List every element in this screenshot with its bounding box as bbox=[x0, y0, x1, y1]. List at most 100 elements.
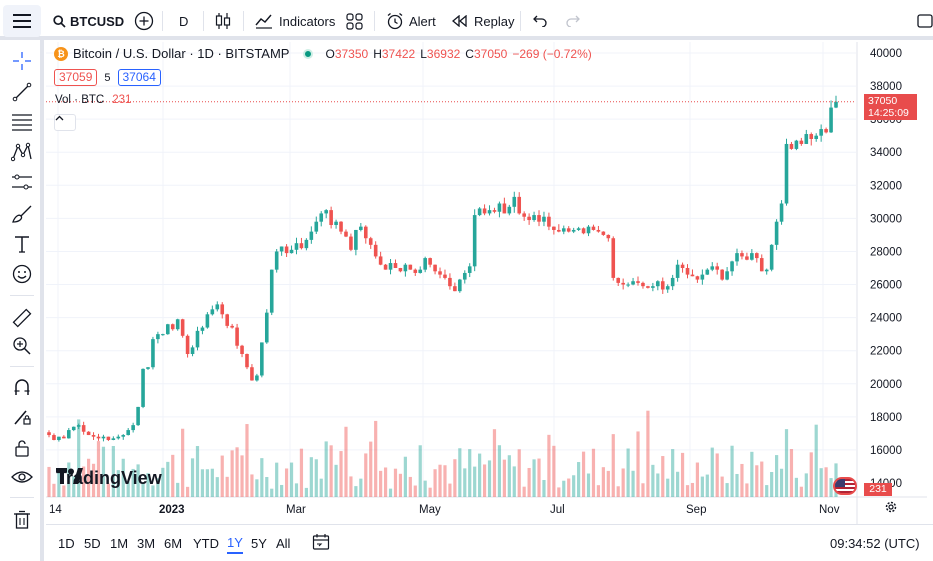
range-3m[interactable]: 3M bbox=[137, 535, 156, 551]
volume-bar bbox=[621, 468, 625, 497]
candle-body bbox=[532, 215, 536, 221]
candle-body bbox=[279, 246, 284, 252]
range-5d[interactable]: 5D bbox=[84, 535, 101, 551]
symbol-title[interactable]: Bitcoin / U.S. Dollar · 1D · BITSTAMP bbox=[73, 46, 290, 61]
volume-bar bbox=[111, 445, 115, 497]
emoji-tool[interactable] bbox=[8, 260, 36, 288]
candle-body bbox=[566, 228, 571, 232]
interval-label: D bbox=[179, 13, 189, 29]
volume-bar bbox=[240, 455, 244, 497]
text-tool[interactable] bbox=[8, 230, 36, 258]
brush-tool[interactable] bbox=[8, 200, 36, 228]
volume-bar bbox=[760, 461, 764, 497]
candle-body bbox=[512, 196, 517, 207]
volume-bar bbox=[190, 458, 195, 497]
range-1y[interactable]: 1Y bbox=[227, 532, 243, 554]
candle-body bbox=[354, 229, 358, 250]
candle-body bbox=[66, 430, 71, 439]
volume-bar bbox=[96, 441, 101, 497]
volume-bar bbox=[438, 464, 442, 497]
layout-button[interactable] bbox=[917, 7, 933, 35]
volume-bar bbox=[72, 476, 76, 497]
volume-axis-label: 231 bbox=[864, 483, 892, 496]
volume-bar bbox=[572, 475, 576, 497]
symbol-search-button[interactable]: BTCUSD bbox=[53, 7, 124, 35]
candle-body bbox=[136, 406, 140, 426]
forecast-tool[interactable] bbox=[8, 168, 36, 196]
candle-body bbox=[383, 264, 388, 270]
candle-body bbox=[304, 239, 309, 249]
crosshair-tool[interactable] bbox=[8, 47, 36, 75]
calendar-icon bbox=[312, 534, 330, 550]
volume-bar bbox=[185, 486, 190, 497]
replay-label: Replay bbox=[474, 13, 515, 29]
alert-button[interactable]: Alert bbox=[386, 7, 436, 35]
interval-button[interactable]: D bbox=[179, 7, 188, 35]
volume-bar bbox=[176, 482, 180, 497]
candle-body bbox=[611, 238, 616, 278]
candle-body bbox=[443, 274, 447, 278]
indicators-label: Indicators bbox=[279, 13, 336, 29]
volume-bar bbox=[146, 473, 150, 497]
undo-button[interactable] bbox=[533, 7, 547, 35]
volume-label[interactable]: Vol · BTC bbox=[55, 94, 105, 106]
range-1m[interactable]: 1M bbox=[110, 535, 129, 551]
replay-button[interactable]: Replay bbox=[452, 7, 514, 35]
volume-bar bbox=[799, 486, 803, 497]
lock-tool[interactable] bbox=[8, 434, 36, 462]
remove-drawings-tool[interactable] bbox=[8, 506, 36, 534]
volume-bar bbox=[166, 461, 170, 497]
magnet-tool[interactable] bbox=[8, 373, 36, 401]
templates-button[interactable] bbox=[346, 7, 363, 35]
collapse-legend-button[interactable] bbox=[54, 114, 76, 131]
sell-button[interactable]: 37059 bbox=[54, 69, 98, 86]
volume-bar bbox=[725, 483, 729, 497]
x-tick-label: May bbox=[419, 504, 441, 516]
volume-bar bbox=[215, 477, 219, 497]
range-5y[interactable]: 5Y bbox=[251, 535, 267, 551]
text-icon bbox=[15, 236, 29, 253]
trend-line-tool[interactable] bbox=[8, 78, 36, 106]
volume-bar bbox=[171, 454, 175, 497]
volume-bar bbox=[577, 462, 581, 497]
volume-bar bbox=[512, 466, 516, 497]
price-chart[interactable]: 1400016000180002000022000240002600028000… bbox=[46, 42, 927, 524]
volume-bar bbox=[136, 464, 140, 497]
visibility-tool[interactable] bbox=[8, 463, 36, 491]
volume-bar bbox=[265, 476, 269, 497]
undo-icon bbox=[533, 15, 547, 27]
volume-bar bbox=[364, 453, 368, 497]
volume-bar bbox=[547, 434, 551, 497]
volume-bar bbox=[586, 473, 591, 497]
range-all[interactable]: All bbox=[276, 535, 291, 551]
menu-button[interactable] bbox=[3, 5, 41, 37]
range-1d[interactable]: 1D bbox=[58, 535, 75, 551]
chart-pane[interactable]: 1400016000180002000022000240002600028000… bbox=[46, 42, 927, 524]
redo-button[interactable] bbox=[566, 7, 580, 35]
chevron-up-icon bbox=[55, 115, 64, 121]
candle-body bbox=[101, 436, 106, 439]
clock-timezone[interactable]: 09:34:52 (UTC) bbox=[830, 532, 920, 554]
volume-bar bbox=[433, 469, 437, 497]
ruler-icon bbox=[12, 308, 32, 328]
tradingview-logo[interactable]: TradingView bbox=[56, 468, 162, 489]
go-to-date-button[interactable] bbox=[312, 533, 332, 553]
range-ytd[interactable]: YTD bbox=[193, 535, 219, 551]
lock-drawing-tool[interactable] bbox=[8, 403, 36, 431]
buy-button[interactable]: 37064 bbox=[117, 69, 161, 86]
measure-tool[interactable] bbox=[8, 304, 36, 332]
fib-tool[interactable] bbox=[8, 108, 36, 136]
pattern-tool[interactable] bbox=[8, 138, 36, 166]
chart-settings-button[interactable] bbox=[884, 500, 902, 518]
indicators-button[interactable]: Indicators bbox=[255, 7, 335, 35]
indicators-icon bbox=[255, 14, 272, 29]
candle-body bbox=[57, 436, 61, 440]
chart-type-button[interactable] bbox=[214, 7, 232, 35]
compare-symbol-button[interactable] bbox=[134, 7, 154, 35]
range-6m[interactable]: 6M bbox=[164, 535, 183, 551]
volume-bar bbox=[690, 482, 695, 497]
candle-body bbox=[294, 243, 299, 250]
bar-countdown: 14:25:09 bbox=[868, 107, 909, 119]
zoom-tool[interactable] bbox=[8, 332, 36, 360]
volume-bar bbox=[532, 459, 536, 497]
